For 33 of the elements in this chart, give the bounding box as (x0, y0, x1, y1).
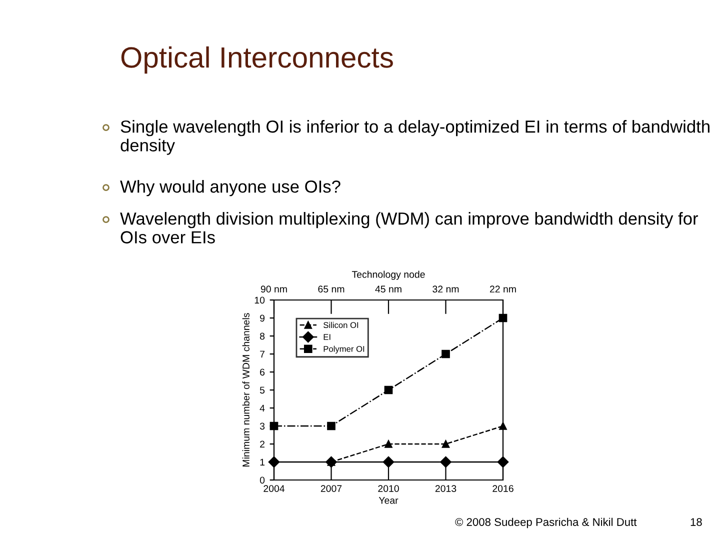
annotation: 32 nm (432, 286, 459, 293)
y-tick-label: 4 (260, 404, 265, 412)
y-tick-label: 5 (260, 386, 265, 394)
y-tick-label: 7 (260, 350, 264, 358)
x-tick-label: 2016 (492, 485, 514, 492)
x-tick-label: 2010 (378, 485, 399, 492)
text: Wavelength division multiplexing (WDM) can improve bandwidth density for OIs over EIs (120, 212, 698, 244)
text: Why would anyone use OIs? (120, 180, 340, 196)
x-axis-title: Year (378, 497, 398, 504)
x-tick-label: 2007 (320, 485, 342, 492)
annotation: 90 nm (260, 286, 287, 293)
chart-title: Optical Interconnects (121, 46, 393, 74)
legend-label: EI (324, 334, 330, 340)
y-tick-label: 2 (260, 440, 264, 448)
y-tick-label: 8 (260, 332, 265, 340)
annotation: 22 nm (490, 286, 516, 292)
y-tick-label: 10 (254, 296, 265, 304)
annotation: 65 nm (318, 286, 344, 293)
legend-label: Silicon OI (324, 322, 358, 328)
y-tick-label: 9 (260, 314, 265, 322)
y-tick-label: 0 (260, 476, 265, 484)
text: 18 (690, 518, 702, 526)
y-tick-label: 3 (260, 422, 265, 430)
y-axis-title: Minimum number of WDM channels (242, 313, 250, 466)
y-tick-label: 1 (260, 458, 264, 466)
annotation: 45 nm (375, 286, 402, 293)
x-tick-label: 2013 (435, 485, 456, 492)
text: © 2008 Sudeep Pasricha & Nikil Dutt (455, 518, 637, 528)
x-tick-label: 2004 (264, 485, 285, 492)
x2-axis-title: Technology node (352, 270, 425, 280)
text: Single wavelength OI is inferior to a delay-optimized EI in terms of bandwidth density (120, 120, 710, 155)
y-tick-label: 6 (260, 368, 265, 376)
legend-label: Polymer OI (324, 346, 364, 354)
